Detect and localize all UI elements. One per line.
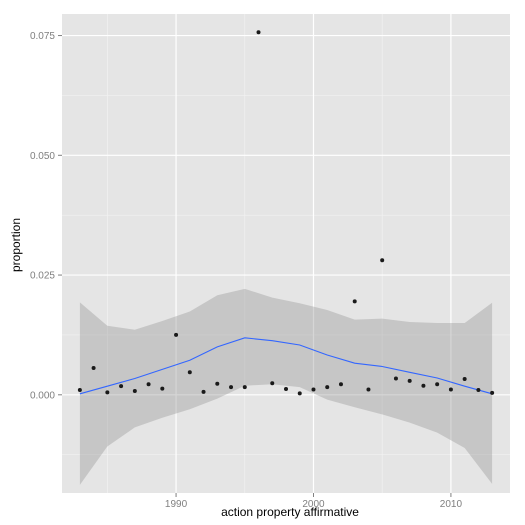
data-point <box>297 391 302 396</box>
y-axis: 0.000 0.025 0.050 0.075 <box>30 31 62 401</box>
data-point <box>352 299 357 304</box>
y-tick-label: 0.000 <box>30 390 55 401</box>
data-point <box>284 387 288 392</box>
data-point <box>242 385 247 390</box>
x-axis: 1990 2000 2010 <box>165 493 463 510</box>
x-tick-label: 2000 <box>302 499 325 510</box>
x-tick-label: 1990 <box>165 499 188 510</box>
y-tick-label: 0.075 <box>30 31 55 42</box>
data-point <box>132 388 137 393</box>
data-point <box>407 378 412 383</box>
data-point <box>462 376 467 381</box>
data-point <box>476 388 481 393</box>
y-tick-label: 0.050 <box>30 151 55 162</box>
data-point <box>338 382 343 387</box>
plot-panel <box>62 14 510 493</box>
x-axis-title: action property affirmative <box>221 505 359 519</box>
data-point <box>421 383 426 388</box>
data-point <box>325 385 330 390</box>
data-point <box>380 258 385 263</box>
x-tick-label: 2010 <box>440 499 463 510</box>
confidence-band-layer <box>79 288 493 485</box>
data-point <box>229 385 234 390</box>
data-point <box>435 382 440 387</box>
confidence-band <box>79 288 493 485</box>
data-points-layer <box>77 30 495 396</box>
data-point <box>366 387 371 392</box>
data-point <box>256 30 261 35</box>
data-point <box>77 388 82 393</box>
data-point <box>490 390 495 395</box>
data-point <box>160 386 165 391</box>
data-point <box>270 381 275 386</box>
smooth-line <box>79 337 493 395</box>
data-point <box>105 390 110 395</box>
data-point <box>174 332 179 337</box>
data-point <box>448 387 453 392</box>
data-point <box>215 381 220 386</box>
data-point <box>91 365 96 370</box>
data-point <box>393 376 398 381</box>
smooth-line-layer <box>79 337 493 395</box>
data-point <box>146 382 151 387</box>
data-point <box>187 370 192 375</box>
minor-gridlines <box>62 14 510 493</box>
major-gridlines <box>62 14 510 493</box>
data-point <box>201 389 206 394</box>
data-point <box>311 387 316 392</box>
y-tick-label: 0.025 <box>30 271 55 282</box>
y-axis-title: proportion <box>9 218 23 272</box>
data-point <box>119 384 124 389</box>
